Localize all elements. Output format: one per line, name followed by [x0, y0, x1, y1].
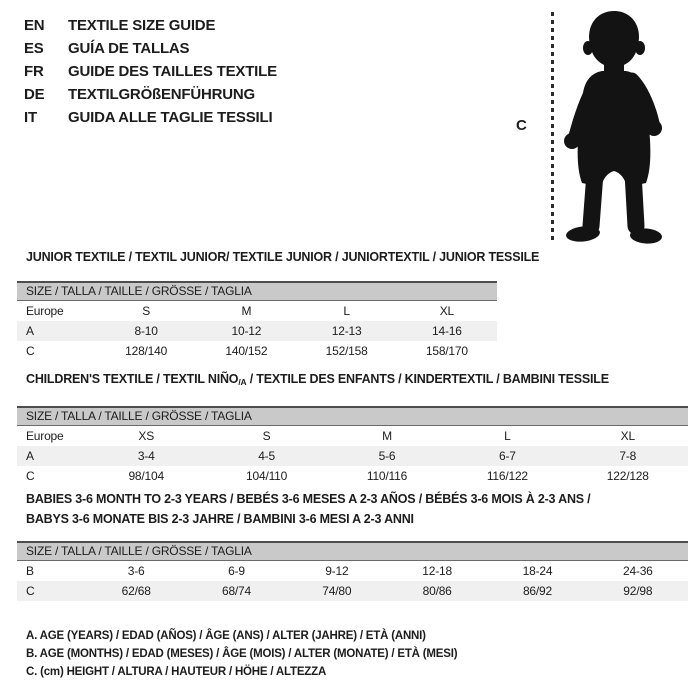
size-cell: 6-7 [498, 449, 516, 463]
junior-textile-section: JUNIOR TEXTILE / TEXTIL JUNIOR/ TEXTILE … [17, 250, 540, 361]
table-row: Europe XS S M L XL [17, 426, 688, 446]
size-cell: 14-16 [432, 324, 462, 338]
table-row: C 98/104 104/110 110/116 116/122 122/128 [17, 466, 688, 486]
size-cell: 80/86 [422, 584, 452, 598]
size-cell: 5-6 [378, 449, 396, 463]
lang-code: DE [24, 86, 45, 103]
size-header-bar: SIZE / TALLA / TAILLE / GRÖSSE / TAGLIA [17, 281, 497, 301]
title-line-2: BABYS 3-6 MONATE BIS 2-3 JAHRE / BAMBINI… [26, 512, 414, 526]
table-title: JUNIOR TEXTILE / TEXTIL JUNIOR/ TEXTILE … [26, 250, 540, 264]
table-row: A 3-4 4-5 5-6 6-7 7-8 [17, 446, 688, 466]
size-header-bar: SIZE / TALLA / TAILLE / GRÖSSE / TAGLIA [17, 406, 688, 426]
lang-label: GUIDE DES TAILLES TEXTILE [68, 63, 277, 80]
babies-size-table: B 3-6 6-9 9-12 12-18 18-24 24-36 C 62/68 68/74 74/… [17, 561, 688, 601]
row-label: A [26, 449, 34, 463]
size-cell: 4-5 [258, 449, 275, 463]
row-label: Europe [26, 429, 64, 443]
measure-c-label: C [516, 117, 527, 134]
size-cell: L [504, 429, 511, 443]
size-cell: 152/158 [325, 344, 368, 358]
size-cell: S [262, 429, 271, 443]
lang-label: GUÍA DE TALLAS [68, 40, 190, 57]
legend-notes: A. AGE (YEARS) / EDAD (AÑOS) / ÂGE (ANS)… [26, 627, 458, 681]
children-textile-section: CHILDREN'S TEXTILE / TEXTIL NIÑO/A / TEX… [17, 372, 688, 486]
language-list: EN TEXTILE SIZE GUIDE ES GUÍA DE TALLAS … [24, 14, 277, 129]
lang-row-es: ES GUÍA DE TALLAS [24, 37, 277, 60]
lang-code: ES [24, 40, 44, 57]
table-row: A 8-10 10-12 12-13 14-16 [17, 321, 497, 341]
size-cell: 74/80 [322, 584, 352, 598]
table-title: CHILDREN'S TEXTILE / TEXTIL NIÑO/A / TEX… [26, 372, 688, 389]
title-subscript: /A [238, 377, 247, 387]
size-cell: 7-8 [619, 449, 637, 463]
lang-row-de: DE TEXTILGRÖßENFÜHRUNG [24, 83, 277, 106]
lang-label: TEXTILGRÖßENFÜHRUNG [68, 86, 256, 103]
size-cell: 6-9 [228, 564, 245, 578]
height-measure-figure: C [500, 0, 700, 260]
size-cell: 10-12 [231, 324, 262, 338]
table-title: BABIES 3-6 MONTH TO 2-3 YEARS / BEBÉS 3-… [26, 489, 688, 529]
table-row: C 128/140 140/152 152/158 158/170 [17, 341, 497, 361]
junior-size-table: Europe S M L XL A 8-10 10-12 12-13 14-16 C 128/140 1… [17, 301, 497, 361]
lang-code: IT [24, 109, 37, 126]
size-cell: M [241, 304, 252, 318]
size-cell: 122/128 [606, 469, 649, 483]
lang-label: TEXTILE SIZE GUIDE [68, 17, 216, 34]
size-cell: XL [620, 429, 635, 443]
table-row: C 62/68 68/74 74/80 80/86 86/92 92/98 [17, 581, 688, 601]
size-cell: 9-12 [325, 564, 349, 578]
lang-code: FR [24, 63, 44, 80]
size-cell: 86/92 [522, 584, 552, 598]
table-row: B 3-6 6-9 9-12 12-18 18-24 24-36 [17, 561, 688, 581]
note-c: C. (cm) HEIGHT / ALTURA / HAUTEUR / HÖHE… [26, 666, 327, 678]
size-cell: 62/68 [121, 584, 151, 598]
row-label: B [26, 564, 34, 578]
size-cell: 18-24 [522, 564, 553, 578]
size-cell: 12-18 [422, 564, 452, 578]
toddler-silhouette-icon [564, 11, 662, 244]
note-b: B. AGE (MONTHS) / EDAD (MESES) / ÂGE (MO… [26, 648, 458, 660]
size-cell: M [382, 429, 392, 443]
size-cell: 104/110 [246, 469, 288, 483]
lang-row-it: IT GUIDA ALLE TAGLIE TESSILI [24, 106, 277, 129]
title-text: / TEXTILE DES ENFANTS / KINDERTEXTIL / B… [246, 372, 609, 386]
table-row: Europe S M L XL [17, 301, 497, 321]
size-cell: 92/98 [623, 584, 653, 598]
size-cell: S [142, 304, 151, 318]
row-label: C [26, 344, 35, 358]
row-label: A [26, 324, 34, 338]
size-cell: 158/170 [425, 344, 468, 358]
title-line-1: BABIES 3-6 MONTH TO 2-3 YEARS / BEBÉS 3-… [26, 492, 591, 506]
size-cell: 3-6 [127, 564, 145, 578]
size-cell: 8-10 [134, 324, 158, 338]
size-cell: 24-36 [622, 564, 653, 578]
size-cell: 12-13 [331, 324, 362, 338]
size-cell: 98/104 [128, 469, 164, 483]
size-cell: L [343, 304, 350, 318]
note-a: A. AGE (YEARS) / EDAD (AÑOS) / ÂGE (ANS)… [26, 630, 426, 642]
size-cell: 110/116 [366, 469, 408, 483]
size-cell: 3-4 [137, 449, 155, 463]
size-cell: 140/152 [225, 344, 268, 358]
height-dotted-line [551, 12, 554, 244]
size-cell: 116/122 [486, 469, 528, 483]
lang-row-fr: FR GUIDE DES TAILLES TEXTILE [24, 60, 277, 83]
title-text: CHILDREN'S TEXTILE / TEXTIL NIÑO [26, 372, 239, 386]
row-label: C [26, 584, 35, 598]
babies-textile-section: BABIES 3-6 MONTH TO 2-3 YEARS / BEBÉS 3-… [17, 489, 688, 601]
lang-row-en: EN TEXTILE SIZE GUIDE [24, 14, 277, 37]
row-label: Europe [26, 304, 64, 318]
size-header-bar: SIZE / TALLA / TAILLE / GRÖSSE / TAGLIA [17, 541, 688, 561]
lang-label: GUIDA ALLE TAGLIE TESSILI [68, 109, 273, 126]
size-cell: 68/74 [221, 584, 251, 598]
size-cell: 128/140 [125, 344, 168, 358]
size-cell: XL [439, 304, 455, 318]
children-size-table: Europe XS S M L XL A 3-4 4-5 5-6 6-7 7-8 C 98/104 104/… [17, 426, 688, 486]
row-label: C [26, 469, 35, 483]
size-cell: XS [138, 429, 154, 443]
lang-code: EN [24, 17, 45, 34]
